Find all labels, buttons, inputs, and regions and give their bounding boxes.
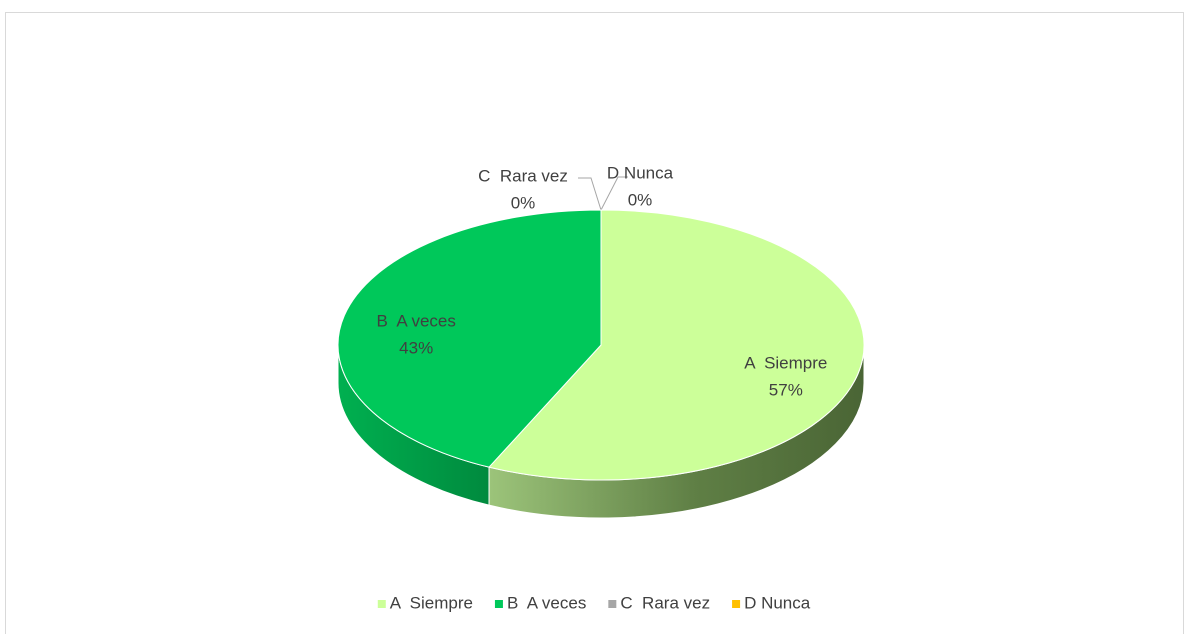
legend-swatch [732,600,741,608]
pie-slice [337,209,602,468]
data-label-value: 43% [399,338,433,357]
leader-line [578,177,602,211]
data-label-category: D Nunca [607,163,674,182]
chart-border [5,12,1184,634]
pie-slice [488,209,865,481]
data-label-value: 0% [511,193,536,212]
legend-swatch [377,600,386,608]
legend-swatch [608,600,617,608]
data-label-value: 0% [628,190,653,209]
legend-swatch [494,600,503,608]
legend-label: C Rara vez [620,593,710,612]
leader-line [600,176,628,211]
legend-label: B A veces [507,593,586,612]
legend-label: A Siempre [390,593,473,612]
data-label-category: A Siempre [744,354,827,373]
data-label-category: C Rara vez [478,166,568,185]
data-label-category: B A veces [377,311,456,330]
legend-label: D Nunca [744,593,811,612]
data-label-value: 57% [769,381,803,400]
